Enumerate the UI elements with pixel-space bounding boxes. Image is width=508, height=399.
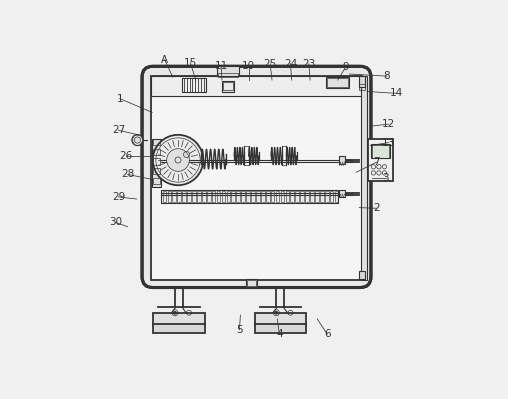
- Bar: [227, 192, 230, 202]
- Text: 8: 8: [384, 71, 390, 81]
- Bar: [359, 271, 365, 279]
- Text: 27: 27: [112, 125, 125, 135]
- FancyBboxPatch shape: [142, 66, 371, 288]
- Bar: [300, 192, 304, 202]
- Text: 6: 6: [324, 329, 331, 339]
- Text: 12: 12: [382, 119, 395, 129]
- Bar: [197, 192, 201, 202]
- Text: 23: 23: [302, 59, 315, 69]
- Text: 26: 26: [119, 151, 133, 161]
- Text: 7: 7: [373, 157, 380, 167]
- Bar: [218, 73, 238, 77]
- Bar: [153, 168, 160, 174]
- Bar: [255, 324, 306, 333]
- Text: 5: 5: [236, 325, 243, 335]
- Bar: [372, 145, 389, 158]
- Bar: [285, 192, 289, 202]
- Bar: [236, 192, 240, 202]
- Bar: [153, 149, 160, 155]
- Bar: [151, 75, 362, 95]
- Bar: [359, 83, 365, 90]
- Bar: [177, 192, 181, 202]
- Bar: [339, 190, 345, 197]
- Bar: [371, 144, 390, 158]
- Bar: [153, 158, 160, 165]
- Bar: [182, 78, 206, 93]
- Bar: [280, 192, 284, 202]
- Circle shape: [275, 311, 278, 314]
- Text: 10: 10: [242, 61, 255, 71]
- Bar: [251, 192, 255, 202]
- Bar: [245, 279, 257, 287]
- Bar: [320, 192, 324, 202]
- Bar: [153, 313, 205, 325]
- Text: 29: 29: [112, 192, 125, 202]
- Text: 3: 3: [383, 174, 389, 184]
- Bar: [315, 192, 319, 202]
- Bar: [327, 78, 347, 87]
- Text: 14: 14: [390, 88, 403, 98]
- Bar: [241, 192, 245, 202]
- Text: 30: 30: [109, 217, 122, 227]
- Bar: [152, 139, 161, 187]
- Bar: [368, 139, 393, 181]
- Text: 25: 25: [264, 59, 277, 69]
- Bar: [361, 75, 367, 280]
- Circle shape: [167, 149, 189, 171]
- Bar: [187, 192, 191, 202]
- Bar: [151, 75, 362, 280]
- Circle shape: [132, 134, 143, 146]
- Bar: [291, 192, 294, 202]
- Text: 9: 9: [342, 62, 349, 72]
- Text: A: A: [161, 55, 168, 65]
- Bar: [256, 192, 260, 202]
- Bar: [182, 192, 186, 202]
- Bar: [212, 192, 215, 202]
- Text: 11: 11: [214, 61, 228, 71]
- Bar: [202, 192, 206, 202]
- Bar: [295, 192, 299, 202]
- Bar: [310, 192, 314, 202]
- Bar: [246, 192, 250, 202]
- Text: 4: 4: [276, 329, 283, 339]
- Bar: [271, 192, 274, 202]
- Text: 1: 1: [116, 94, 123, 104]
- Bar: [276, 192, 279, 202]
- Bar: [325, 192, 329, 202]
- Bar: [217, 66, 239, 75]
- Bar: [232, 192, 235, 202]
- Bar: [217, 192, 220, 202]
- Bar: [207, 192, 211, 202]
- Bar: [192, 192, 196, 202]
- Bar: [261, 192, 265, 202]
- Bar: [327, 77, 348, 89]
- Text: 15: 15: [184, 57, 197, 67]
- Bar: [255, 313, 306, 325]
- Text: 2: 2: [373, 203, 380, 213]
- Text: 24: 24: [284, 59, 297, 69]
- Bar: [162, 190, 338, 203]
- Circle shape: [153, 135, 203, 185]
- Text: 28: 28: [121, 170, 134, 180]
- Bar: [305, 192, 309, 202]
- Bar: [163, 192, 166, 202]
- Bar: [168, 192, 171, 202]
- Bar: [222, 81, 234, 91]
- Bar: [247, 280, 256, 286]
- Bar: [153, 178, 160, 184]
- Bar: [359, 75, 365, 87]
- Bar: [330, 192, 333, 202]
- Circle shape: [173, 311, 176, 314]
- Bar: [221, 192, 226, 202]
- Bar: [153, 324, 205, 333]
- Bar: [335, 192, 338, 202]
- Bar: [339, 156, 345, 164]
- Text: 13: 13: [382, 138, 395, 148]
- Bar: [153, 139, 160, 145]
- Bar: [223, 82, 233, 90]
- Bar: [266, 192, 270, 202]
- Bar: [173, 192, 176, 202]
